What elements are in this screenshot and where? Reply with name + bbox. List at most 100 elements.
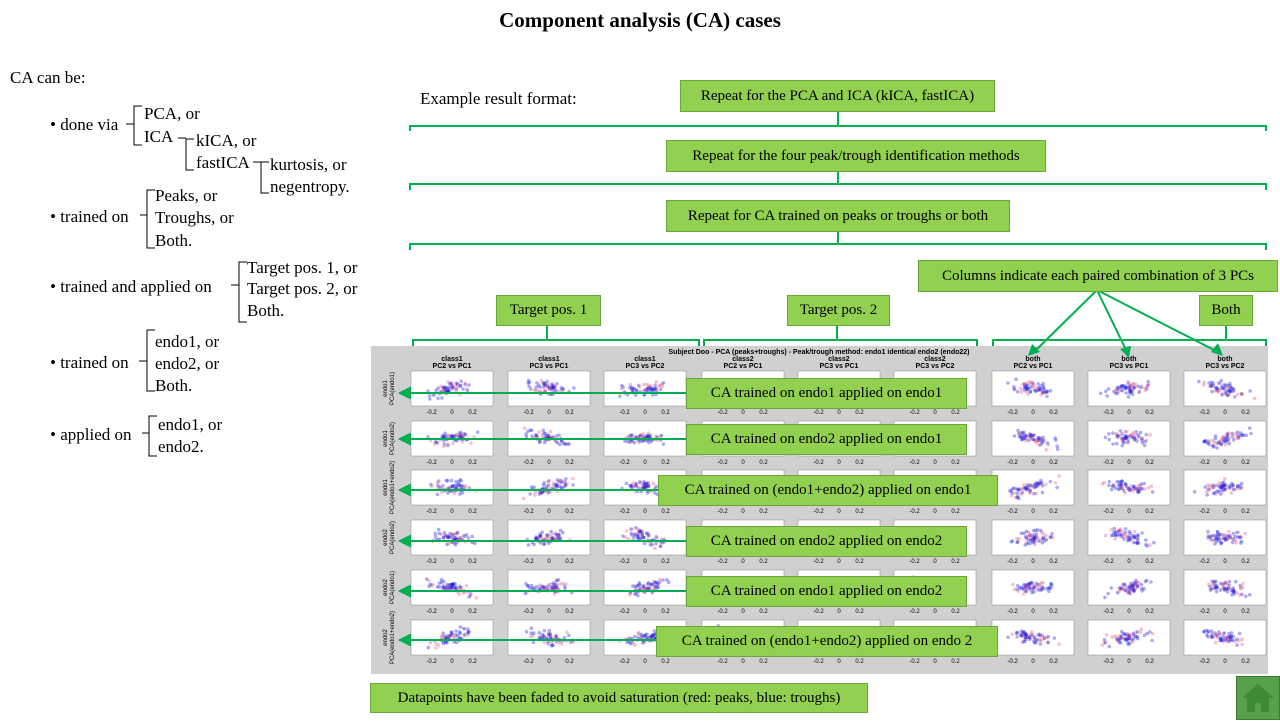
scatter-points [1202, 426, 1253, 450]
tick-label: 0 [933, 509, 937, 515]
tick-label: 0.2 [855, 509, 864, 515]
tick-label: 0 [837, 410, 841, 416]
repeat-peak-methods-box: Repeat for the four peak/trough identifi… [666, 140, 1046, 172]
tick-label: 0 [1031, 559, 1035, 565]
tick-label: 0 [450, 609, 454, 615]
tick-label: -0.2 [1007, 659, 1018, 665]
tick-label: 0 [1031, 609, 1035, 615]
target-pos2-box: Target pos. 2 [787, 295, 890, 326]
scatter-points [430, 527, 477, 547]
tick-label: -0.2 [619, 609, 630, 615]
tick-label: 0.2 [951, 559, 960, 565]
both-box: Both [1199, 295, 1253, 326]
tick-label: 0 [1223, 410, 1227, 416]
tick-label: 0 [1223, 509, 1227, 515]
ca-heading: CA can be: [10, 68, 86, 87]
scatter-points [524, 626, 576, 648]
tick-label: 0 [547, 659, 551, 665]
tick-label: 0.2 [855, 609, 864, 615]
column-title: class2 PC2 vs PC1 [724, 356, 763, 370]
tick-label: 0 [1031, 659, 1035, 665]
tick-label: -0.2 [717, 410, 728, 416]
tick-label: 0.2 [759, 659, 768, 665]
tick-label: 0.2 [759, 609, 768, 615]
tick-label: 0 [1223, 659, 1227, 665]
tick-label: 0 [741, 410, 745, 416]
scatter-points [1012, 428, 1060, 452]
tick-label: -0.2 [1007, 460, 1018, 466]
tick-label: -0.2 [813, 460, 824, 466]
home-button[interactable] [1236, 676, 1280, 720]
tick-label: 0.2 [759, 509, 768, 515]
tick-label: 0.2 [661, 509, 670, 515]
subplot [1183, 619, 1267, 656]
tick-label: 0.2 [1241, 509, 1250, 515]
opt-ica: ICA [144, 127, 174, 146]
row-axis-label: endo1PCA(endo1+endo2) [383, 461, 396, 514]
tick-label: 0 [1127, 609, 1131, 615]
tick-label: 0.2 [1049, 659, 1058, 665]
subplot [1183, 569, 1267, 606]
tick-label: 0 [643, 460, 647, 466]
subplot [410, 370, 494, 407]
tick-label: -0.2 [1103, 659, 1114, 665]
opt-both: Both. [155, 231, 193, 250]
scatter-points [1197, 378, 1257, 401]
row-axis-label: endo2PCA(endo1) [383, 571, 396, 604]
tick-label: 0.2 [951, 460, 960, 466]
tick-label: 0 [547, 559, 551, 565]
tick-label: 0.2 [1145, 460, 1154, 466]
tick-label: 0 [1223, 559, 1227, 565]
footer-note-box: Datapoints have been faded to avoid satu… [370, 683, 868, 713]
row-label-5: CA trained on endo1 applied on endo2 [686, 576, 967, 607]
subplot [603, 370, 687, 407]
tick-label: -0.2 [909, 609, 920, 615]
tick-label: 0.2 [1145, 659, 1154, 665]
tick-label: 0 [1223, 460, 1227, 466]
tick-label: 0 [1031, 410, 1035, 416]
tick-label: 0 [837, 559, 841, 565]
trained-on-endo-label: • trained on [50, 353, 129, 372]
opt-troughs: Troughs, or [155, 208, 234, 227]
scatter-points [1192, 476, 1244, 497]
tick-label: -0.2 [523, 410, 534, 416]
tick-label: -0.2 [426, 460, 437, 466]
subplot [507, 469, 591, 506]
subplot [410, 569, 494, 606]
tick-label: 0.2 [661, 410, 670, 416]
tick-label: 0 [450, 509, 454, 515]
tick-label: -0.2 [1199, 659, 1210, 665]
tick-label: 0 [741, 509, 745, 515]
tick-label: 0 [1031, 509, 1035, 515]
tick-label: -0.2 [813, 659, 824, 665]
row-axis-label: endo2PCA(endo1+endo2) [383, 611, 396, 664]
tick-label: 0 [837, 659, 841, 665]
subplot [410, 619, 494, 656]
tick-label: -0.2 [813, 609, 824, 615]
subplot [1087, 519, 1171, 556]
opt-peaks: Peaks, or [155, 186, 218, 205]
tick-label: 0 [837, 509, 841, 515]
opt-kurtosis: kurtosis, or [270, 155, 347, 174]
tick-label: 0.2 [951, 609, 960, 615]
tick-label: 0.2 [1145, 559, 1154, 565]
subplot [1087, 469, 1171, 506]
tick-label: 0.2 [1241, 460, 1250, 466]
tick-label: -0.2 [523, 509, 534, 515]
tick-label: 0.2 [565, 410, 574, 416]
opt-applied-endo2: endo2. [158, 437, 204, 456]
tick-label: 0 [643, 559, 647, 565]
tick-label: -0.2 [1199, 460, 1210, 466]
tick-label: 0.2 [661, 460, 670, 466]
tick-label: -0.2 [619, 559, 630, 565]
subplot [1183, 469, 1267, 506]
subplot [1087, 619, 1171, 656]
tick-label: 0.2 [1049, 410, 1058, 416]
tick-label: 0.2 [951, 410, 960, 416]
tick-label: 0.2 [1241, 410, 1250, 416]
opt-endo-both: Both. [155, 376, 193, 395]
tick-label: -0.2 [909, 460, 920, 466]
tick-label: 0 [1223, 609, 1227, 615]
subplot [991, 569, 1075, 606]
row-axis-label: endo1PCA(endo2) [383, 422, 396, 455]
